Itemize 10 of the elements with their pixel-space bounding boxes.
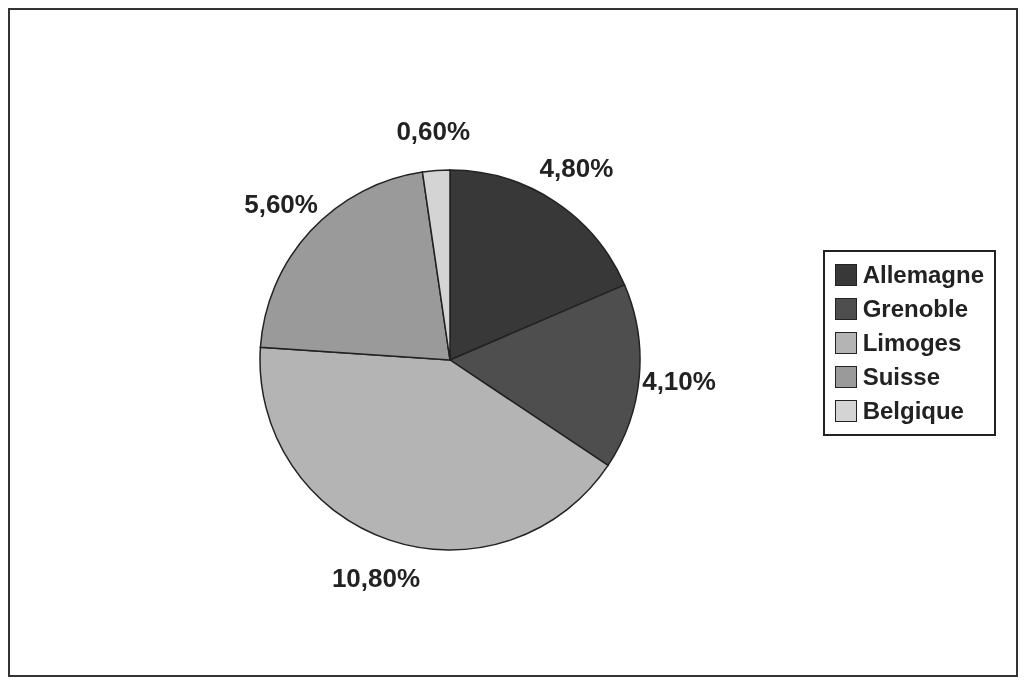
data-label: 10,80% bbox=[331, 562, 421, 593]
legend-label: Suisse bbox=[862, 361, 941, 392]
legend-label: Belgique bbox=[862, 395, 964, 426]
data-label: 0,60% bbox=[396, 115, 471, 146]
data-label: 4,80% bbox=[539, 152, 614, 183]
legend-label: Grenoble bbox=[862, 293, 968, 324]
data-label: 5,60% bbox=[244, 188, 318, 219]
legend-label: Allemagne bbox=[862, 259, 984, 290]
data-label: 4,10% bbox=[642, 365, 716, 396]
legend-label: Limoges bbox=[862, 327, 962, 358]
